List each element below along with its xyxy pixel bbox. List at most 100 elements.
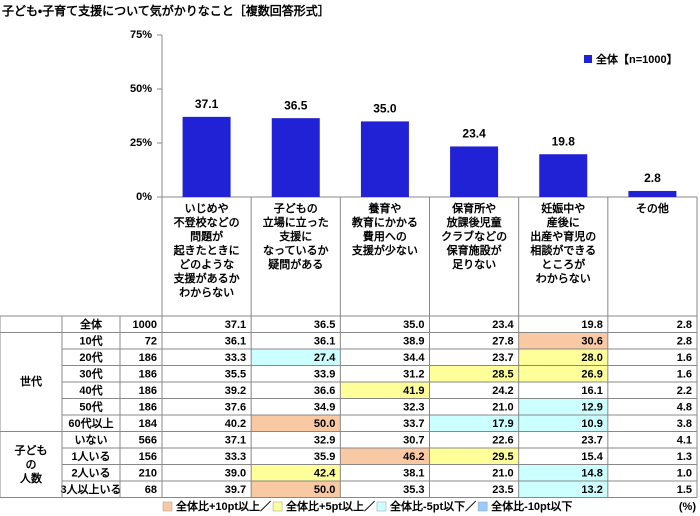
cell-value: 35.5 xyxy=(225,369,246,381)
bar xyxy=(360,121,409,197)
cell-value: 24.2 xyxy=(492,385,513,397)
category-label: いじめや 不登校などの 問題が 起きたときに どのような 支援があるか わからな… xyxy=(173,203,240,299)
cell-value: 27.4 xyxy=(314,352,336,364)
cell-value: 21.0 xyxy=(492,468,513,480)
legend-label: 全体比-10pt以下 xyxy=(491,499,572,513)
cell-highlight xyxy=(518,415,608,432)
cell-value: 35.3 xyxy=(403,484,424,496)
cell-value: 3.8 xyxy=(677,418,692,430)
cell-value: 30.6 xyxy=(581,336,602,348)
cell-value: 33.3 xyxy=(225,451,246,463)
cell-highlight xyxy=(429,415,519,432)
value-label: 37.1 xyxy=(195,97,219,111)
cell-value: 22.6 xyxy=(492,435,513,447)
bar xyxy=(628,190,677,197)
row-label: 60代以上 xyxy=(68,416,113,430)
cell-value: 35.9 xyxy=(314,451,335,463)
value-label: 2.8 xyxy=(644,171,661,185)
cell-value: 34.9 xyxy=(314,402,335,414)
row-n: 210 xyxy=(139,468,157,480)
category-label: 保育所や 放課後児童 クラブなどの 保育施設が 足りない xyxy=(441,203,508,271)
cell-value: 10.9 xyxy=(581,418,602,430)
row-n: 156 xyxy=(139,451,157,463)
cell-value: 2.8 xyxy=(677,336,692,348)
cell-value: 42.4 xyxy=(314,468,336,480)
unit-label: (%) xyxy=(679,501,696,513)
cell-highlight xyxy=(340,448,430,465)
cell-value: 34.4 xyxy=(403,352,425,364)
cell-value: 1.6 xyxy=(677,352,692,364)
bar xyxy=(539,154,588,197)
cell-highlight xyxy=(518,398,608,415)
row-label: 50代 xyxy=(79,400,102,414)
cell-value: 4.1 xyxy=(677,435,692,447)
cell-highlight xyxy=(340,382,430,399)
legend-swatch xyxy=(272,501,283,512)
cell-value: 17.9 xyxy=(492,418,513,430)
row-label: 30代 xyxy=(79,367,102,381)
row-label: 10代 xyxy=(79,334,102,348)
bar xyxy=(271,118,320,197)
row-n: 186 xyxy=(139,402,157,414)
cell-value: 33.9 xyxy=(314,369,335,381)
cell-value: 46.2 xyxy=(403,451,424,463)
value-label: 23.4 xyxy=(462,127,486,141)
row-label: 40代 xyxy=(79,383,102,397)
cell-value: 37.6 xyxy=(225,402,246,414)
y-tick-label: 75% xyxy=(130,29,152,41)
cell-value: 21.0 xyxy=(492,402,513,414)
row-n: 186 xyxy=(139,385,157,397)
cell-highlight xyxy=(251,415,341,432)
cell-value: 36.5 xyxy=(314,319,335,331)
cell-value: 31.2 xyxy=(403,369,424,381)
y-tick-label: 25% xyxy=(130,137,152,149)
cell-value: 23.7 xyxy=(492,352,513,364)
cell-value: 39.7 xyxy=(225,484,246,496)
cell-highlight xyxy=(429,365,519,382)
cell-value: 32.3 xyxy=(403,402,424,414)
cell-value: 40.2 xyxy=(225,418,246,430)
value-label: 19.8 xyxy=(552,134,576,148)
cell-value: 15.4 xyxy=(581,451,603,463)
cell-value: 14.8 xyxy=(581,468,602,480)
cell-highlight xyxy=(251,464,341,481)
cell-value: 33.3 xyxy=(225,352,246,364)
category-label: その他 xyxy=(635,203,669,215)
value-label: 36.5 xyxy=(284,98,308,112)
cell-highlight xyxy=(518,332,608,349)
cell-value: 35.0 xyxy=(403,319,424,331)
cell-value: 37.1 xyxy=(225,435,246,447)
legend-swatch xyxy=(584,55,592,63)
category-label: 子どもの 立場に立った 支援に なっているか 疑問がある xyxy=(262,203,329,271)
legend-swatch xyxy=(376,501,387,512)
cell-value: 50.0 xyxy=(314,418,335,430)
cell-value: 29.5 xyxy=(492,451,513,463)
row-label: 2人いる xyxy=(71,467,110,480)
cell-value: 1.5 xyxy=(677,484,692,496)
cell-value: 23.4 xyxy=(492,319,514,331)
row-n: 186 xyxy=(139,352,157,364)
row-n: 68 xyxy=(145,484,157,496)
cell-value: 1.0 xyxy=(677,468,692,480)
row-label: 3人以上いる xyxy=(60,482,121,496)
category-label: 妊娠中や 産後に 出産や育児の 相談ができる ところが わからない xyxy=(530,203,597,285)
row-label: 1人いる xyxy=(71,450,110,463)
bar xyxy=(182,116,231,197)
cell-value: 50.0 xyxy=(314,484,335,496)
cell-value: 27.8 xyxy=(492,336,513,348)
row-label: 全体 xyxy=(80,317,103,331)
category-label: 養育や 教育にかかる 費用への 支援が少ない xyxy=(351,203,418,257)
legend-swatch xyxy=(162,501,173,512)
value-label: 35.0 xyxy=(373,102,397,116)
cell-highlight xyxy=(518,464,608,481)
cell-value: 41.9 xyxy=(403,385,424,397)
cell-value: 1.6 xyxy=(677,369,692,381)
cell-highlight xyxy=(518,349,608,366)
cell-value: 2.8 xyxy=(677,319,692,331)
cell-value: 30.7 xyxy=(403,435,424,447)
cell-value: 16.1 xyxy=(581,385,602,397)
cell-value: 37.1 xyxy=(225,319,246,331)
legend-label: 全体比+10pt以上／ xyxy=(176,499,271,513)
